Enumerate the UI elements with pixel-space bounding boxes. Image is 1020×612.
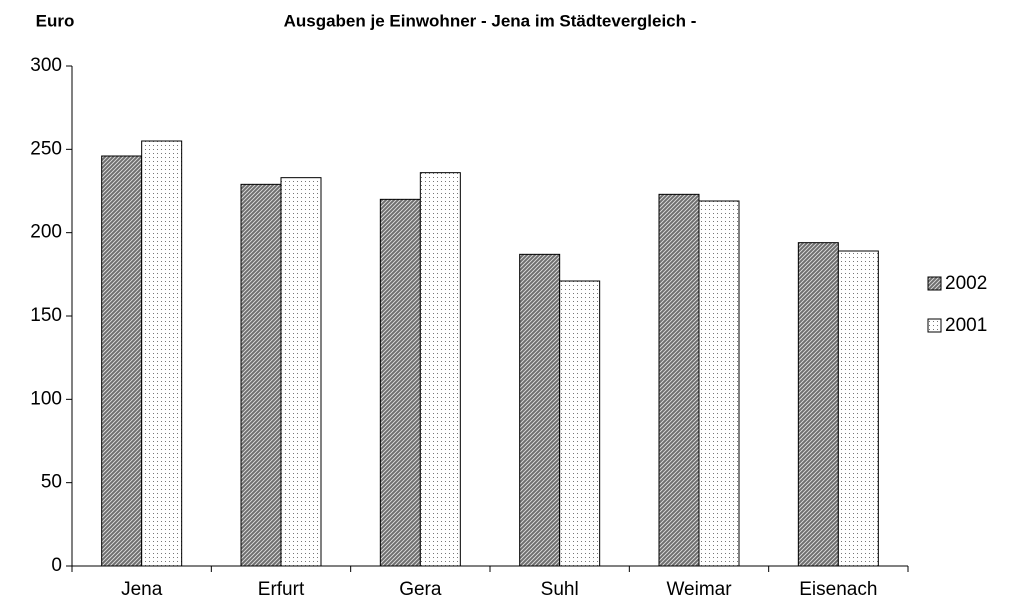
bar [419,172,461,567]
x-tick-label: Gera [399,579,442,600]
bar [101,155,143,567]
bar [141,140,183,567]
y-tick-label: 100 [30,388,62,409]
x-tick-label: Eisenach [799,579,877,600]
bar [240,183,282,567]
bar [698,200,740,567]
chart-title: Ausgaben je Einwohner - Jena im Städteve… [284,11,697,30]
y-tick-label: 250 [30,138,62,159]
legend-swatch [927,318,942,333]
x-tick-label: Suhl [541,579,579,600]
x-tick-label: Jena [121,579,163,600]
bar [797,242,839,567]
y-tick-label: 0 [51,555,62,576]
x-tick-label: Weimar [666,579,732,600]
y-tick-label: 300 [30,55,62,76]
legend-label: 2002 [945,273,987,294]
bar [280,177,322,567]
x-tick-label: Erfurt [258,579,305,600]
bar [658,193,700,567]
y-axis-label: Euro [36,11,75,30]
bar [519,253,561,567]
bar [559,280,601,567]
bar [837,250,879,567]
bar [379,198,421,567]
y-tick-label: 150 [30,305,62,326]
legend-label: 2001 [945,315,987,336]
legend-swatch [927,276,942,291]
y-tick-label: 200 [30,222,62,243]
y-tick-label: 50 [41,472,62,493]
